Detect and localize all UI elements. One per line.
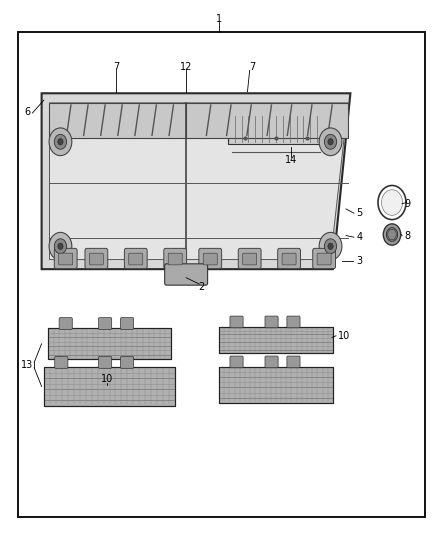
Text: 1: 1 bbox=[216, 14, 222, 23]
FancyBboxPatch shape bbox=[203, 253, 217, 265]
Circle shape bbox=[58, 243, 63, 249]
FancyBboxPatch shape bbox=[164, 248, 187, 269]
Text: 13: 13 bbox=[21, 360, 33, 370]
Circle shape bbox=[328, 243, 333, 249]
FancyBboxPatch shape bbox=[59, 318, 72, 329]
FancyBboxPatch shape bbox=[59, 253, 73, 265]
Circle shape bbox=[325, 239, 337, 254]
Text: 2: 2 bbox=[198, 282, 205, 292]
Circle shape bbox=[49, 232, 72, 260]
Bar bbox=[44, 367, 175, 406]
Text: 14: 14 bbox=[285, 155, 297, 165]
Bar bbox=[48, 328, 171, 359]
FancyBboxPatch shape bbox=[129, 253, 143, 265]
Text: 10: 10 bbox=[338, 331, 350, 341]
FancyBboxPatch shape bbox=[89, 253, 103, 265]
Polygon shape bbox=[387, 229, 397, 240]
FancyBboxPatch shape bbox=[243, 253, 257, 265]
Circle shape bbox=[319, 232, 342, 260]
Circle shape bbox=[319, 128, 342, 156]
Bar bbox=[44, 367, 175, 406]
Circle shape bbox=[58, 139, 63, 145]
Polygon shape bbox=[42, 93, 350, 269]
Bar bbox=[219, 327, 333, 353]
FancyBboxPatch shape bbox=[99, 357, 112, 368]
Circle shape bbox=[325, 134, 337, 149]
FancyBboxPatch shape bbox=[230, 316, 243, 328]
FancyBboxPatch shape bbox=[313, 248, 336, 269]
FancyBboxPatch shape bbox=[265, 316, 278, 328]
Circle shape bbox=[328, 139, 333, 145]
FancyBboxPatch shape bbox=[265, 356, 278, 368]
FancyBboxPatch shape bbox=[238, 248, 261, 269]
Text: 5: 5 bbox=[356, 208, 362, 218]
Circle shape bbox=[378, 185, 406, 220]
Circle shape bbox=[386, 228, 398, 241]
Text: 3: 3 bbox=[356, 256, 362, 266]
FancyBboxPatch shape bbox=[54, 248, 77, 269]
Circle shape bbox=[54, 134, 67, 149]
FancyBboxPatch shape bbox=[168, 253, 182, 265]
Text: 12: 12 bbox=[180, 62, 192, 71]
FancyBboxPatch shape bbox=[124, 248, 147, 269]
Circle shape bbox=[54, 239, 67, 254]
FancyBboxPatch shape bbox=[317, 253, 331, 265]
Circle shape bbox=[383, 224, 401, 245]
Bar bbox=[219, 367, 333, 403]
FancyBboxPatch shape bbox=[230, 356, 243, 368]
FancyBboxPatch shape bbox=[165, 264, 208, 285]
Text: 8: 8 bbox=[404, 231, 410, 240]
Circle shape bbox=[49, 128, 72, 156]
FancyBboxPatch shape bbox=[199, 248, 222, 269]
Circle shape bbox=[381, 190, 403, 215]
FancyBboxPatch shape bbox=[278, 248, 300, 269]
FancyBboxPatch shape bbox=[99, 318, 112, 329]
Text: 7: 7 bbox=[113, 62, 119, 71]
Bar bbox=[228, 115, 324, 144]
Bar bbox=[48, 328, 171, 359]
FancyBboxPatch shape bbox=[55, 357, 68, 368]
Text: 4: 4 bbox=[356, 232, 362, 242]
Bar bbox=[219, 327, 333, 353]
Text: 7: 7 bbox=[249, 62, 255, 71]
FancyBboxPatch shape bbox=[282, 253, 296, 265]
FancyBboxPatch shape bbox=[287, 356, 300, 368]
Text: 9: 9 bbox=[404, 199, 410, 208]
FancyBboxPatch shape bbox=[287, 316, 300, 328]
FancyBboxPatch shape bbox=[85, 248, 108, 269]
Polygon shape bbox=[49, 103, 348, 260]
Text: 6: 6 bbox=[24, 107, 30, 117]
Polygon shape bbox=[186, 103, 348, 138]
Polygon shape bbox=[49, 103, 186, 138]
FancyBboxPatch shape bbox=[120, 357, 134, 368]
FancyBboxPatch shape bbox=[120, 318, 134, 329]
Bar bbox=[219, 367, 333, 403]
Text: 10: 10 bbox=[101, 375, 113, 384]
